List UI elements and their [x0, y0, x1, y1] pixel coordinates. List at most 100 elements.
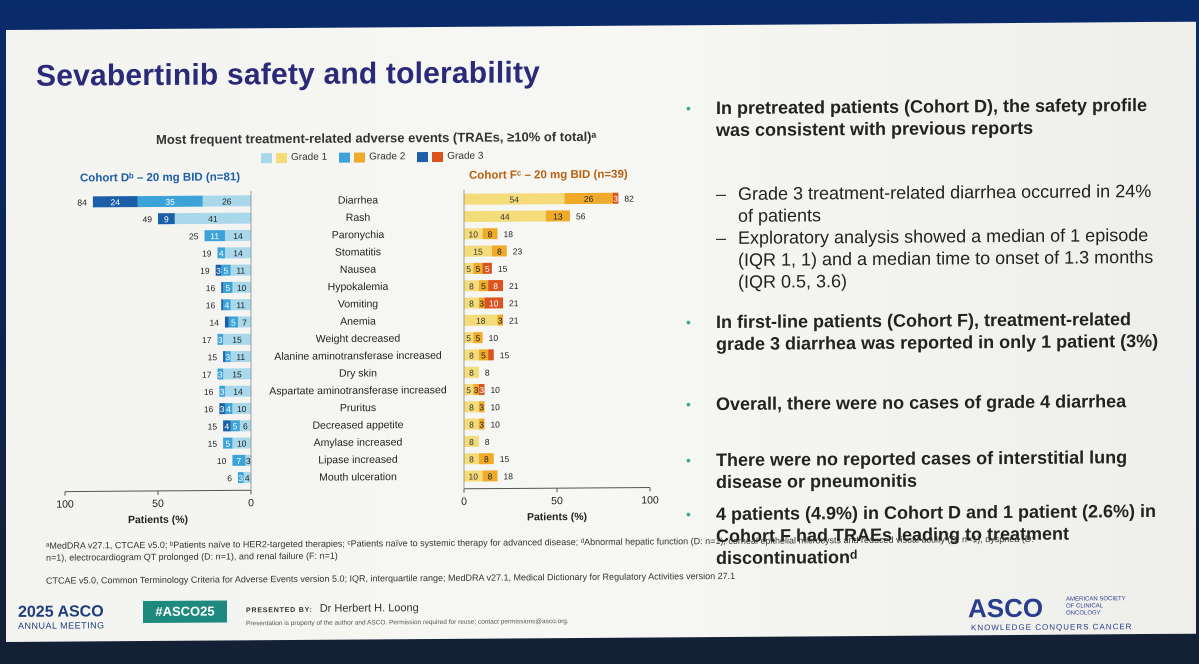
bar-d-grade2: [237, 472, 244, 484]
category-label: Alanine aminotransferase increased: [274, 350, 442, 363]
bar-label-f-grade3: 10: [489, 298, 499, 308]
category-label: Nausea: [340, 264, 376, 276]
bar-label-f-grade1: 5: [466, 333, 471, 343]
bar-label-d-grade2: 4: [226, 404, 231, 414]
bar-f-grade1: [464, 453, 479, 465]
bar-d-grade1: [202, 195, 251, 207]
total-label-d: 17: [202, 370, 212, 380]
bar-label-f-grade2: 5: [481, 281, 486, 291]
bar-f-grade2: [473, 262, 483, 274]
total-label-d: 10: [217, 456, 227, 466]
bar-label-f-grade2: 3: [474, 385, 479, 395]
bar-label-d-grade1: 10: [237, 404, 247, 414]
bar-f-grade3: [482, 262, 492, 274]
bar-label-d-grade1: 11: [236, 266, 245, 276]
bar-d-grade1: [232, 437, 251, 449]
presenter-line: PRESENTED BY: Dr Herbert H. Loong: [246, 602, 419, 615]
asco-tagline: KNOWLEDGE CONQUERS CANCER: [971, 622, 1133, 633]
bar-label-d-grade1: 4: [245, 473, 250, 483]
bar-d-grade1: [224, 229, 252, 242]
total-label-f: 18: [503, 229, 513, 239]
bar-label-f-grade1: 5: [466, 385, 471, 395]
bar-d-grade3: [221, 281, 224, 293]
bar-f-grade2: [473, 332, 483, 344]
presenter-name: Dr Herbert H. Loong: [319, 602, 419, 615]
bar-d-grade1: [174, 212, 252, 225]
bar-d-grade3: [215, 264, 222, 276]
bar-d-grade2: [221, 264, 231, 276]
bar-label-d-grade3: 24: [110, 197, 120, 207]
bullet-text: There were no reported cases of intersti…: [716, 447, 1128, 493]
bar-label-d-grade2: 5: [224, 266, 229, 276]
bullet-item: • In pretreated patients (Cohort D), the …: [686, 94, 1166, 141]
total-label-d: 15: [208, 421, 218, 431]
total-label-f: 21: [509, 281, 519, 291]
bullet-text: In pretreated patients (Cohort D), the s…: [716, 95, 1148, 141]
bar-label-f-grade2: 13: [553, 211, 563, 221]
bar-d-grade2: [137, 195, 203, 208]
bar-d-grade1: [237, 316, 251, 328]
bar-label-f-grade1: 8: [469, 299, 474, 309]
bar-f-grade2: [478, 280, 489, 292]
bar-label-f-grade2: 3: [479, 402, 484, 412]
bar-d-grade1: [239, 420, 251, 432]
bar-d-grade1: [245, 454, 251, 466]
bar-label-d-grade1: 10: [237, 283, 247, 293]
bar-d-grade2: [223, 299, 231, 311]
footnote-2: CTCAE v5.0, Common Terminology Criteria …: [46, 570, 736, 586]
bar-label-f-grade1: 8: [469, 420, 474, 430]
bar-label-d-grade1: 11: [236, 300, 245, 310]
bullet-item: • In first-line patients (Cohort F), trea…: [686, 308, 1166, 355]
bar-f-grade2: [478, 418, 485, 430]
bar-f-grade1: [464, 297, 479, 309]
bar-f-grade1: [464, 245, 492, 257]
asco-logo: ASCO: [968, 592, 1044, 624]
bar-label-d-grade1: 15: [232, 369, 242, 379]
bullet-list: • In pretreated patients (Cohort D), the …: [686, 94, 1186, 568]
bar-d-grade3: [224, 316, 229, 328]
bar-label-f-grade1: 8: [469, 454, 474, 464]
tick-label-d: 100: [56, 499, 74, 511]
bar-label-d-grade2: 11: [210, 231, 219, 241]
bar-label-d-grade1: 7: [242, 317, 247, 327]
total-label-d: 15: [208, 439, 218, 449]
bar-label-d-grade1: 14: [233, 231, 243, 241]
total-label-f: 15: [500, 350, 510, 360]
total-label-d: 25: [189, 231, 199, 241]
bar-label-f-grade3: 3: [479, 385, 484, 395]
bullet-text: Exploratory analysis showed a median of …: [738, 225, 1154, 292]
category-label: Paronychia: [332, 229, 385, 241]
bar-f-grade1: [464, 349, 479, 361]
presented-by-label: PRESENTED BY:: [246, 606, 313, 615]
bar-f-grade1: [464, 262, 474, 275]
bullet-item: • There were no reported cases of interst…: [686, 446, 1166, 493]
bar-f-grade1: [464, 228, 483, 240]
bar-label-d-grade2: 35: [165, 197, 175, 207]
bar-label-f-grade1: 18: [476, 316, 486, 326]
total-label-d: 49: [143, 214, 153, 224]
bar-f-grade2: [478, 401, 485, 413]
category-label: Vomiting: [338, 298, 378, 310]
bar-d-grade2: [230, 420, 240, 432]
total-label-f: 10: [490, 419, 500, 429]
bar-label-f-grade1: 44: [500, 212, 510, 222]
footer-bar: 2025 ASCO ANNUAL MEETING #ASCO25 PRESENT…: [6, 588, 1196, 642]
bar-label-d-grade2: 7: [237, 456, 242, 466]
bullet-dot-icon: •: [686, 396, 691, 413]
bar-label-f-grade3: 5: [485, 264, 490, 274]
bar-f-grade1: [464, 366, 479, 378]
bar-f-grade2: [497, 314, 504, 326]
category-label: Lipase increased: [318, 454, 398, 467]
total-label-f: 56: [576, 211, 586, 221]
dash-icon: –: [716, 183, 727, 205]
tick-label-d: 50: [152, 498, 164, 510]
category-label: Dry skin: [339, 367, 377, 379]
bar-label-f-grade2: 8: [484, 454, 489, 464]
bar-label-f-grade1: 8: [469, 281, 474, 291]
bar-label-d-grade1: 15: [232, 335, 242, 345]
bar-label-d-grade2: 3: [238, 473, 243, 483]
slide: Sevabertinib safety and tolerability Mos…: [6, 21, 1196, 643]
bar-d-grade2: [223, 437, 233, 449]
total-label-f: 10: [490, 385, 500, 395]
bar-d-grade1: [230, 350, 251, 363]
